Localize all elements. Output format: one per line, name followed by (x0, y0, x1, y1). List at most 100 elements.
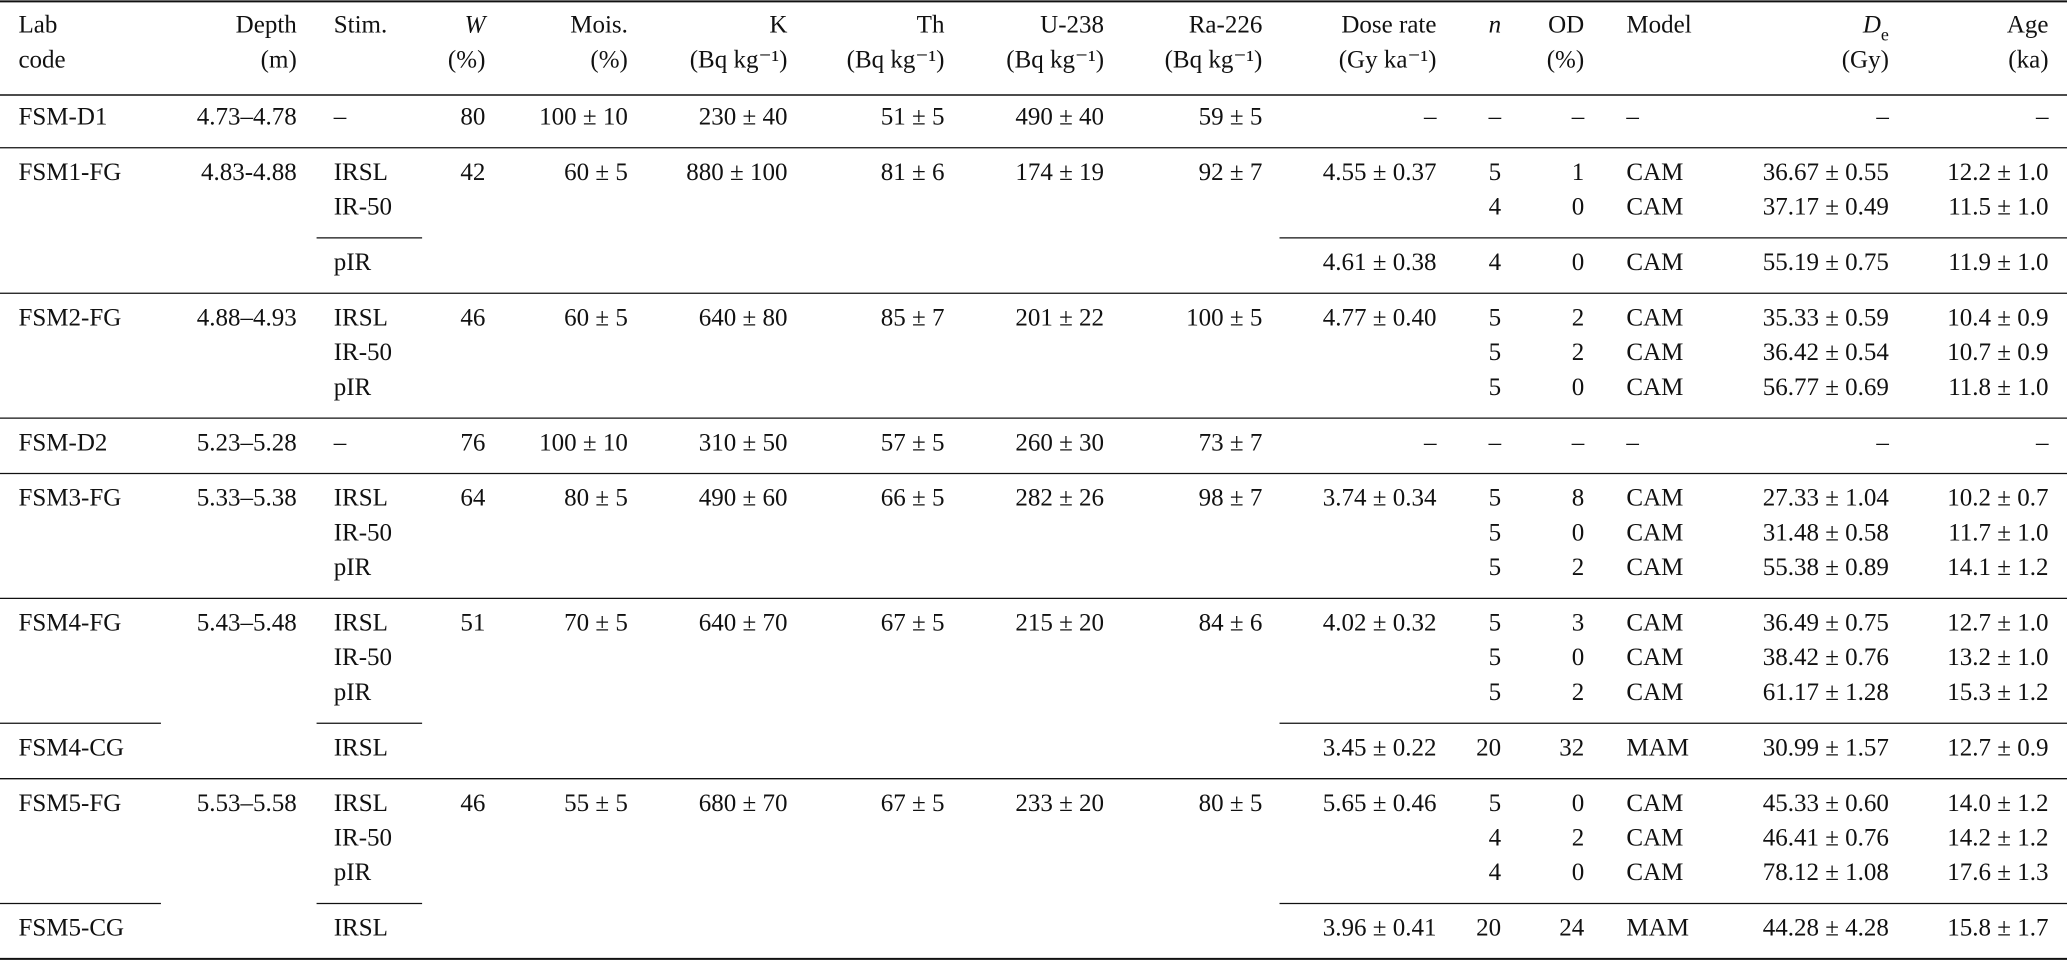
table-cell: CAM (1626, 519, 1683, 546)
table-cell: 680 ± 70 (699, 790, 788, 817)
table-cell: 174 ± 19 (1015, 159, 1104, 186)
table-cell: 44.28 ± 4.28 (1763, 915, 1889, 942)
table-cell: 5.43–5.48 (197, 610, 297, 637)
table-cell: IRSL (334, 790, 388, 817)
header-text: OD (1548, 11, 1584, 38)
table-cell: 92 ± 7 (1199, 159, 1263, 186)
header-cell: De (1862, 11, 1889, 44)
table-cell: 2 (1572, 554, 1585, 581)
table-cell: 20 (1476, 734, 1501, 761)
header-cell: K (769, 11, 787, 38)
table-cell: 60 ± 5 (564, 159, 628, 186)
table-cell: 100 ± 5 (1186, 304, 1262, 331)
table-cell: 46 (460, 790, 485, 817)
header-text: Th (917, 11, 945, 38)
table-cell: MAM (1626, 734, 1689, 761)
table-cell: CAM (1626, 859, 1683, 886)
table-cell: FSM5-FG (18, 790, 121, 817)
table-cell: 4 (1489, 825, 1502, 852)
table-cell: 17.6 ± 1.3 (1947, 859, 2048, 886)
header-text: Dose rate (1341, 11, 1436, 38)
table-cell: 5 (1489, 374, 1502, 401)
table-cell: 10.4 ± 0.9 (1947, 304, 2048, 331)
table-cell: CAM (1626, 249, 1683, 276)
table-cell: IRSL (334, 734, 388, 761)
table-cell: 215 ± 20 (1015, 610, 1104, 637)
table-cell: 66 ± 5 (881, 485, 945, 512)
header-text: Depth (236, 11, 298, 38)
table-cell: 260 ± 30 (1015, 429, 1104, 456)
header-cell: Th (917, 11, 945, 38)
table-cell: pIR (334, 859, 372, 886)
table-cell: 3.45 ± 0.22 (1323, 734, 1437, 761)
table-cell: 0 (1572, 519, 1585, 546)
table-cell: 98 ± 7 (1199, 485, 1263, 512)
table-cell: 11.9 ± 1.0 (1948, 249, 2048, 276)
table-cell: CAM (1626, 644, 1683, 671)
table-cell: 64 (460, 485, 486, 512)
table-cell: MAM (1626, 915, 1689, 942)
table-cell: 15.3 ± 1.2 (1947, 679, 2048, 706)
table-cell: IRSL (334, 915, 388, 942)
header-cell: U-238 (1040, 11, 1104, 38)
table-cell: 11.8 ± 1.0 (1948, 374, 2048, 401)
table-cell: CAM (1626, 825, 1683, 852)
table-cell: 51 (460, 610, 485, 637)
table-cell: IRSL (334, 485, 388, 512)
table-cell: 36.42 ± 0.54 (1763, 339, 1890, 366)
table-cell: 3.74 ± 0.34 (1323, 485, 1437, 512)
table-cell: 24 (1559, 915, 1585, 942)
table-cell: 2 (1572, 679, 1585, 706)
table-cell: – (1571, 103, 1585, 130)
table-cell: 76 (460, 429, 485, 456)
table-cell: FSM4-FG (18, 610, 121, 637)
table-cell: 67 ± 5 (881, 790, 945, 817)
header-text: Ra-226 (1189, 11, 1263, 38)
table-cell: – (1625, 103, 1639, 130)
table-cell: 57 ± 5 (881, 429, 945, 456)
table-cell: IR-50 (334, 339, 392, 366)
table-cell: CAM (1626, 679, 1683, 706)
table-cell: FSM-D2 (18, 429, 107, 456)
table-cell: IR-50 (334, 825, 392, 852)
table-cell: 46 (460, 304, 485, 331)
header-unit: (Bq kg⁻¹) (690, 47, 788, 74)
header-text: n (1489, 11, 1502, 38)
table-cell: – (1875, 103, 1889, 130)
table-cell: 282 ± 26 (1015, 485, 1104, 512)
table-cell: 14.2 ± 1.2 (1947, 825, 2048, 852)
header-text: Age (2007, 11, 2049, 38)
table-cell: 490 ± 60 (699, 485, 788, 512)
table-cell: 80 ± 5 (564, 485, 628, 512)
table-cell: 35.33 ± 0.59 (1763, 304, 1889, 331)
header-unit: code (18, 47, 65, 74)
header-text: K (769, 11, 787, 38)
table-cell: 5 (1489, 554, 1502, 581)
table-cell: FSM2-FG (18, 304, 121, 331)
table-cell: FSM3-FG (18, 485, 121, 512)
table-cell: 36.49 ± 0.75 (1763, 610, 1889, 637)
table-cell: – (1625, 429, 1639, 456)
table-cell: 5.23–5.28 (197, 429, 297, 456)
header-text: Mois. (570, 11, 628, 38)
table-cell: 5.53–5.58 (197, 790, 297, 817)
table-cell: 12.2 ± 1.0 (1947, 159, 2048, 186)
table-cell: 60 ± 5 (564, 304, 628, 331)
header-cell: n (1489, 11, 1502, 38)
table-cell: 42 (460, 159, 485, 186)
table-cell: IRSL (334, 159, 388, 186)
header-text: Stim. (334, 11, 388, 38)
header-cell: W (465, 11, 488, 38)
table-cell: 12.7 ± 1.0 (1947, 610, 2048, 637)
table-cell: IR-50 (334, 194, 392, 221)
table-cell: 4.83-4.88 (201, 159, 297, 186)
table-cell: CAM (1626, 554, 1683, 581)
table-cell: CAM (1626, 485, 1683, 512)
table-cell: – (1423, 429, 1437, 456)
table-cell: 4 (1489, 249, 1502, 276)
table-cell: 84 ± 6 (1199, 610, 1263, 637)
table-cell: pIR (334, 554, 372, 581)
table-cell: 27.33 ± 1.04 (1763, 485, 1890, 512)
table-cell: 5.65 ± 0.46 (1323, 790, 1437, 817)
header-cell: Stim. (334, 11, 388, 38)
